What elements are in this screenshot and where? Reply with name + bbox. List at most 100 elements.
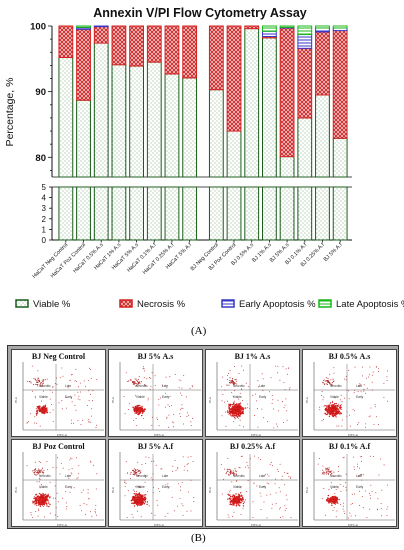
flow-dot [37,504,40,506]
flow-dot [141,409,143,412]
flow-dot [133,410,136,412]
flow-dot [226,379,228,380]
flow-dot [134,409,137,411]
flow-dot [138,501,141,504]
flow-dot [266,473,268,475]
flow-dot [277,366,279,368]
flow-dot [234,366,235,367]
flow-dot [47,493,49,496]
flow-dot [168,486,170,488]
flow-panel: Necrotic Late Viable Early FITC-A PI-A BJ 0.5%… [302,349,397,437]
flow-dot [283,407,285,409]
flow-dot [77,419,79,421]
flow-dot [335,503,336,505]
quadrant-label-viable: Viable [233,485,242,489]
flow-dot [192,417,193,419]
flow-dot [30,382,32,384]
flow-dot [136,410,138,412]
flow-dot [227,468,229,470]
flow-dot [326,405,328,407]
flow-dot [136,474,138,476]
flow-dot [129,473,131,475]
bar-viable [58,57,74,178]
flow-dot [351,503,353,504]
flow-dot [150,377,152,379]
bar-necrosis [226,25,242,132]
flow-dot [39,505,42,507]
flow-dot [259,492,261,494]
flow-dot [95,488,97,490]
flow-dot [369,366,371,368]
flow-dot [83,380,85,382]
flow-y-axis-label: PI-A [111,487,115,493]
flow-dot [40,461,42,463]
flow-dot [377,371,379,372]
flow-dot [332,405,334,408]
flow-dot [94,510,96,512]
flow-dot [232,382,234,384]
flow-dot [256,485,258,487]
flow-dot [133,496,135,498]
flow-dot [235,415,237,417]
flow-dot [262,390,264,392]
flow-x-axis-label: FITC-A [251,433,261,437]
flow-dot [381,515,383,517]
flow-dot [329,409,332,412]
flow-dot [158,404,160,406]
flow-dot [351,493,353,495]
flow-dot [144,498,147,501]
flow-dot [339,412,342,414]
flow-dot [56,492,58,494]
flow-dot [151,424,153,426]
flow-dot [240,492,242,494]
flow-dot [236,497,238,499]
flow-dot [243,426,244,428]
flow-dot [68,477,70,479]
flow-dot [193,501,195,503]
flow-dot [326,383,329,385]
flow-dot [339,479,341,481]
flow-dot [323,382,325,384]
flow-dot [233,407,235,410]
flow-dot [334,409,336,412]
bar-viable [208,89,224,178]
flow-dot [234,412,236,415]
flow-dot [350,425,351,427]
flow-dot [41,471,43,474]
flow-dot [128,380,130,382]
flow-dot [31,516,33,518]
flow-dot [126,517,128,519]
flow-dot [324,472,326,474]
flow-dot [323,473,325,475]
legend-swatch-early-apoptosis [221,299,235,308]
flow-dot [74,404,76,406]
flow-dot [135,412,138,414]
flow-dot [178,379,180,381]
tick-labels: 80 90 100 0 12 34 5 [30,22,46,246]
flow-dot [236,403,238,405]
flow-dot [226,471,228,473]
flow-dot [42,503,45,505]
bar-viable-lower [146,186,162,241]
flow-dot [335,409,337,411]
flow-dot [271,503,273,505]
flow-dot [144,501,147,503]
flow-dot [336,405,338,407]
flow-dot [31,390,33,392]
flow-dot [328,409,330,411]
flow-dot [61,408,63,410]
flow-dot [136,472,138,474]
flow-dot [41,495,43,498]
legend-label-late-apoptosis: Late Apoptosis % [336,299,404,310]
flow-dot [235,473,237,475]
flow-dot [133,382,135,384]
flow-dot [135,486,137,488]
flow-dot [279,463,281,465]
flow-dot [42,492,44,495]
bar-viable-lower [297,186,313,241]
flow-dot [329,474,332,476]
flow-dot [149,388,151,390]
flow-dot [151,372,153,374]
flow-dot [281,475,283,477]
flow-dot [332,381,334,383]
